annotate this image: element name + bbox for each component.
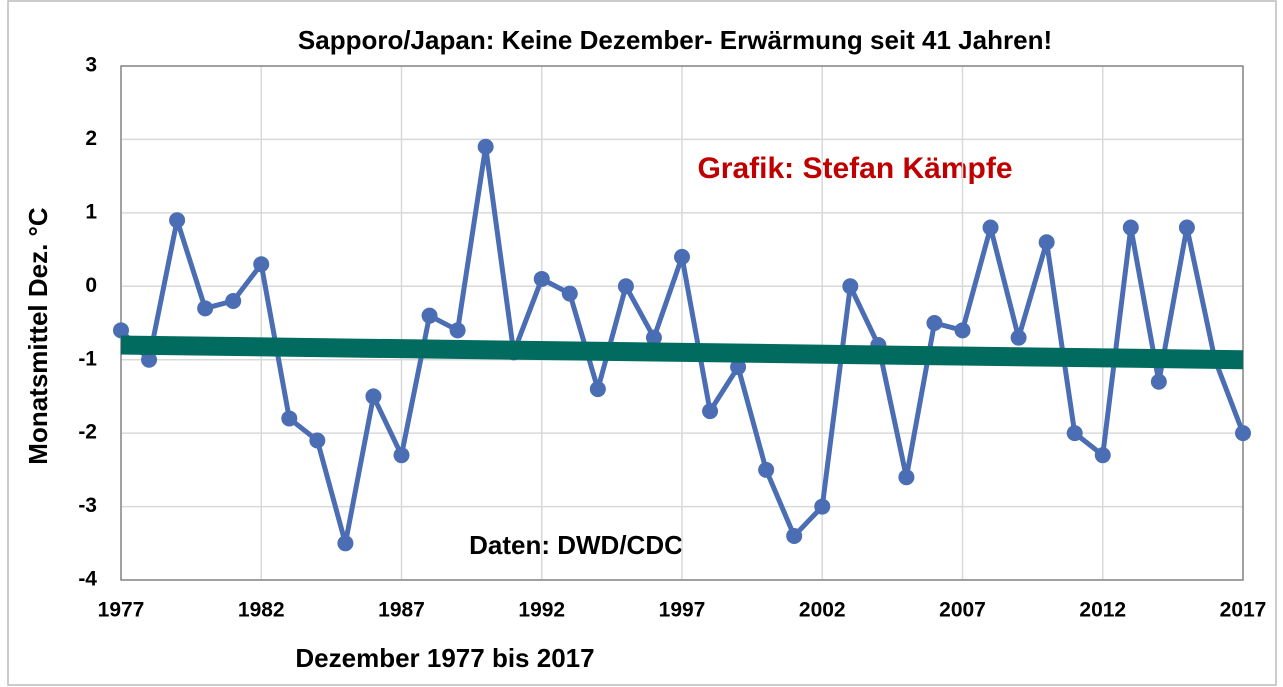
x-tick-label: 2007	[939, 599, 986, 622]
x-tick-label: 1977	[98, 599, 145, 622]
data-point	[645, 329, 662, 346]
chart-title: Sapporo/Japan: Keine Dezember- Erwärmung…	[298, 25, 1052, 55]
data-point	[1178, 219, 1195, 236]
x-tick-label: 2002	[799, 599, 846, 622]
data-point	[982, 219, 999, 236]
y-tick-label: -2	[78, 421, 97, 444]
data-point	[533, 270, 550, 287]
data-point	[281, 410, 298, 427]
y-tick-label: 0	[85, 274, 97, 297]
y-tick-label: -4	[78, 568, 97, 591]
data-point	[954, 322, 971, 339]
x-axis-label: Dezember 1977 bis 2017	[295, 643, 594, 673]
data-point	[842, 278, 859, 295]
data-point	[253, 256, 270, 273]
data-point	[309, 432, 326, 449]
data-point	[225, 292, 242, 309]
data-point	[1094, 447, 1111, 464]
data-point	[730, 359, 747, 376]
annotation: Grafik: Stefan Kämpfe	[697, 152, 1012, 185]
data-point	[169, 212, 186, 229]
data-point	[1235, 425, 1251, 442]
data-point	[561, 285, 578, 302]
x-tick-label: 1992	[518, 599, 565, 622]
data-point	[758, 461, 775, 478]
x-tick-label: 2012	[1079, 599, 1126, 622]
x-tick-label: 1997	[659, 599, 706, 622]
data-point	[589, 381, 606, 398]
data-point	[898, 469, 915, 486]
data-point	[197, 300, 214, 317]
data-point	[674, 248, 690, 265]
data-point	[1038, 234, 1055, 251]
data-point	[113, 322, 129, 339]
data-point	[449, 322, 466, 339]
data-point	[1066, 425, 1083, 442]
data-point	[1122, 219, 1139, 236]
data-point	[365, 388, 382, 405]
data-point	[1010, 329, 1027, 346]
data-point	[926, 315, 943, 331]
data-point	[814, 498, 831, 515]
y-tick-label: 1	[85, 200, 97, 223]
data-point	[477, 138, 494, 155]
x-tick-label: 1982	[238, 599, 285, 622]
data-point	[786, 527, 803, 544]
y-tick-label: -1	[78, 347, 97, 370]
trend-line	[120, 335, 1244, 370]
x-tick-label: 1987	[378, 599, 425, 622]
data-point	[141, 351, 158, 368]
data-point	[1150, 373, 1167, 390]
x-tick-label: 2017	[1220, 599, 1267, 622]
annotation: Daten: DWD/CDC	[469, 530, 683, 560]
y-tick-label: 2	[85, 127, 97, 150]
data-point	[617, 278, 634, 295]
data-point	[337, 535, 354, 552]
data-point	[393, 447, 410, 464]
data-point	[702, 403, 719, 420]
y-tick-label: -3	[78, 494, 97, 517]
frame	[7, 0, 1277, 686]
data-point	[421, 307, 438, 324]
y-axis-label: Monatsmittel Dez. °C	[23, 207, 53, 465]
y-tick-label: 3	[85, 54, 97, 77]
